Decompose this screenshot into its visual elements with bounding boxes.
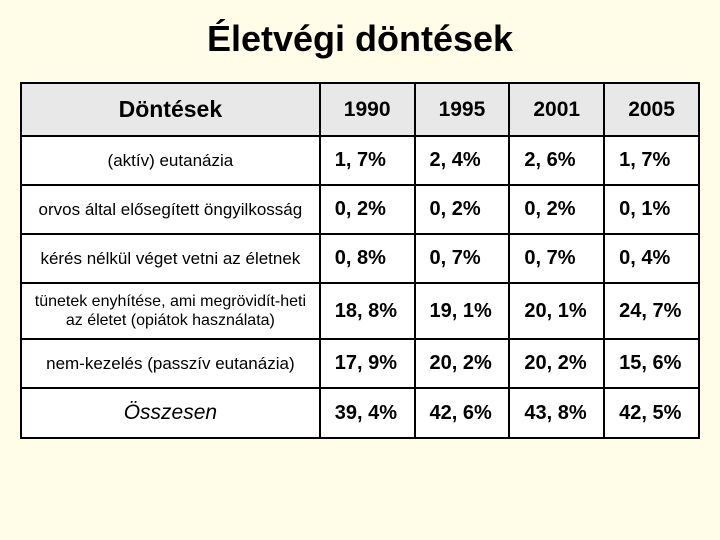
data-cell: 24, 7% bbox=[604, 283, 699, 339]
col-header-1990: 1990 bbox=[320, 83, 415, 136]
data-cell: 2, 4% bbox=[415, 136, 510, 185]
row-label: orvos által elősegített öngyilkosság bbox=[21, 185, 320, 234]
data-cell: 0, 7% bbox=[415, 234, 510, 283]
data-cell: 19, 1% bbox=[415, 283, 510, 339]
table-row: orvos által elősegített öngyilkosság0, 2… bbox=[21, 185, 699, 234]
row-label: (aktív) eutanázia bbox=[21, 136, 320, 185]
page-title: Életvégi döntések bbox=[207, 18, 513, 60]
col-header-2001: 2001 bbox=[509, 83, 604, 136]
table-row: nem-kezelés (passzív eutanázia)17, 9%20,… bbox=[21, 339, 699, 388]
data-cell: 39, 4% bbox=[320, 388, 415, 438]
table-header-row: Döntések 1990 1995 2001 2005 bbox=[21, 83, 699, 136]
table-body: (aktív) eutanázia1, 7%2, 4%2, 6%1, 7%orv… bbox=[21, 136, 699, 438]
data-cell: 43, 8% bbox=[509, 388, 604, 438]
col-header-decisions: Döntések bbox=[21, 83, 320, 136]
col-header-2005: 2005 bbox=[604, 83, 699, 136]
decisions-table: Döntések 1990 1995 2001 2005 (aktív) eut… bbox=[20, 82, 700, 439]
data-cell: 0, 1% bbox=[604, 185, 699, 234]
row-label: tünetek enyhítése, ami megrövidít-heti a… bbox=[21, 283, 320, 339]
col-header-1995: 1995 bbox=[415, 83, 510, 136]
data-cell: 42, 5% bbox=[604, 388, 699, 438]
data-cell: 20, 2% bbox=[509, 339, 604, 388]
data-cell: 1, 7% bbox=[604, 136, 699, 185]
table-row: tünetek enyhítése, ami megrövidít-heti a… bbox=[21, 283, 699, 339]
data-cell: 0, 2% bbox=[320, 185, 415, 234]
data-cell: 2, 6% bbox=[509, 136, 604, 185]
data-cell: 0, 7% bbox=[509, 234, 604, 283]
data-cell: 0, 2% bbox=[415, 185, 510, 234]
data-cell: 17, 9% bbox=[320, 339, 415, 388]
data-cell: 20, 2% bbox=[415, 339, 510, 388]
data-cell: 18, 8% bbox=[320, 283, 415, 339]
data-cell: 42, 6% bbox=[415, 388, 510, 438]
table-row: (aktív) eutanázia1, 7%2, 4%2, 6%1, 7% bbox=[21, 136, 699, 185]
data-cell: 0, 4% bbox=[604, 234, 699, 283]
data-cell: 0, 8% bbox=[320, 234, 415, 283]
data-cell: 20, 1% bbox=[509, 283, 604, 339]
data-cell: 0, 2% bbox=[509, 185, 604, 234]
row-label: nem-kezelés (passzív eutanázia) bbox=[21, 339, 320, 388]
table-row: kérés nélkül véget vetni az életnek0, 8%… bbox=[21, 234, 699, 283]
data-cell: 1, 7% bbox=[320, 136, 415, 185]
data-cell: 15, 6% bbox=[604, 339, 699, 388]
row-label: kérés nélkül véget vetni az életnek bbox=[21, 234, 320, 283]
table-row: Összesen39, 4%42, 6%43, 8%42, 5% bbox=[21, 388, 699, 438]
row-label: Összesen bbox=[21, 388, 320, 438]
